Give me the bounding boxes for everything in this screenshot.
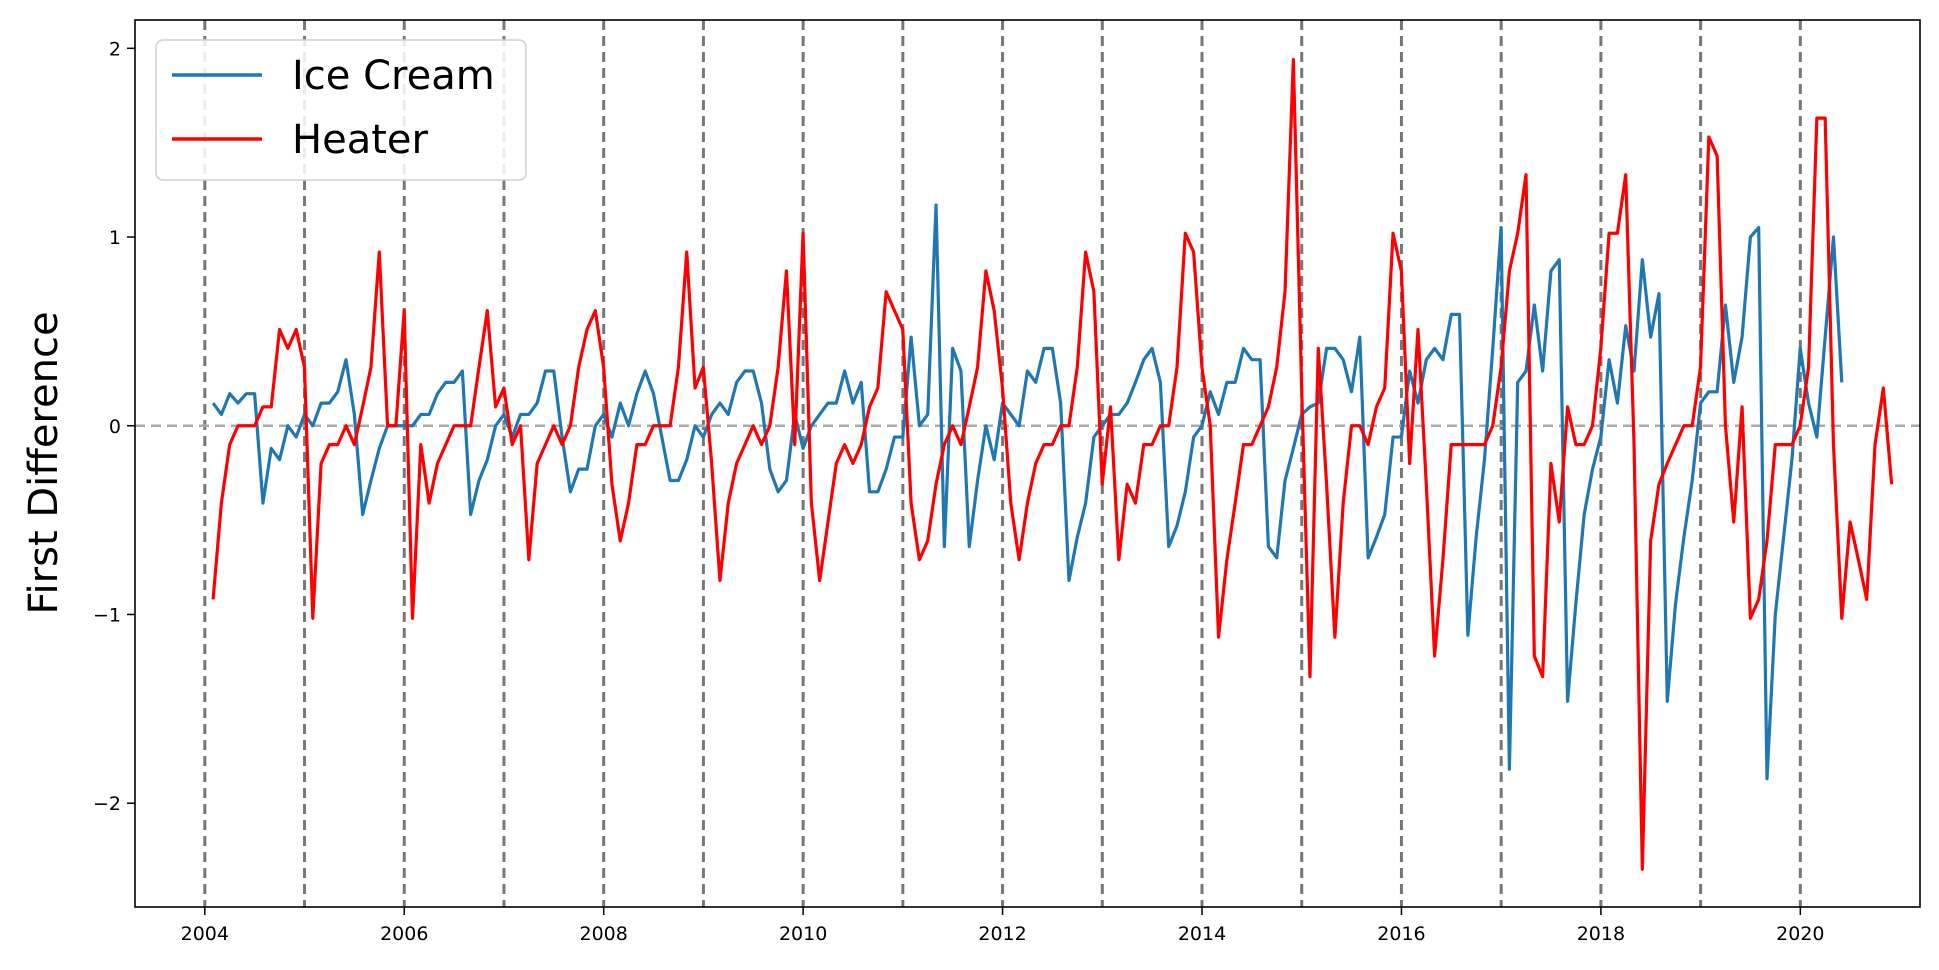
y-axis-title: First Difference — [21, 311, 67, 614]
x-tick-label-2020: 2020 — [1776, 923, 1824, 945]
x-tick-label-2018: 2018 — [1577, 923, 1625, 945]
y-tick-label--1: −1 — [93, 604, 121, 626]
x-tick-label-2004: 2004 — [181, 923, 229, 945]
x-tick-label-2008: 2008 — [580, 923, 628, 945]
plot-frame — [134, 19, 1921, 908]
y-axis: −2 −1 0 1 2 — [93, 38, 135, 815]
legend: Ice Cream Heater — [155, 39, 527, 181]
legend-label-ice-cream: Ice Cream — [292, 53, 495, 99]
x-tick-label-2010: 2010 — [779, 923, 827, 945]
series-line-heater — [211, 58, 1894, 871]
y-tick-label-2: 2 — [109, 38, 121, 60]
y-tick-label--2: −2 — [93, 793, 121, 815]
legend-label-heater: Heater — [292, 117, 428, 163]
series-line-ice-cream — [211, 203, 1844, 781]
y-tick-label-0: 0 — [109, 416, 121, 438]
series-lines — [211, 58, 1894, 871]
y-tick-label-1: 1 — [109, 227, 121, 249]
x-tick-label-2014: 2014 — [1178, 923, 1226, 945]
x-tick-label-2016: 2016 — [1377, 923, 1425, 945]
x-axis: 2004 2006 2008 2010 2012 2014 2016 2018 2020 — [181, 907, 1825, 945]
x-tick-label-2006: 2006 — [380, 923, 428, 945]
x-tick-label-2012: 2012 — [978, 923, 1026, 945]
